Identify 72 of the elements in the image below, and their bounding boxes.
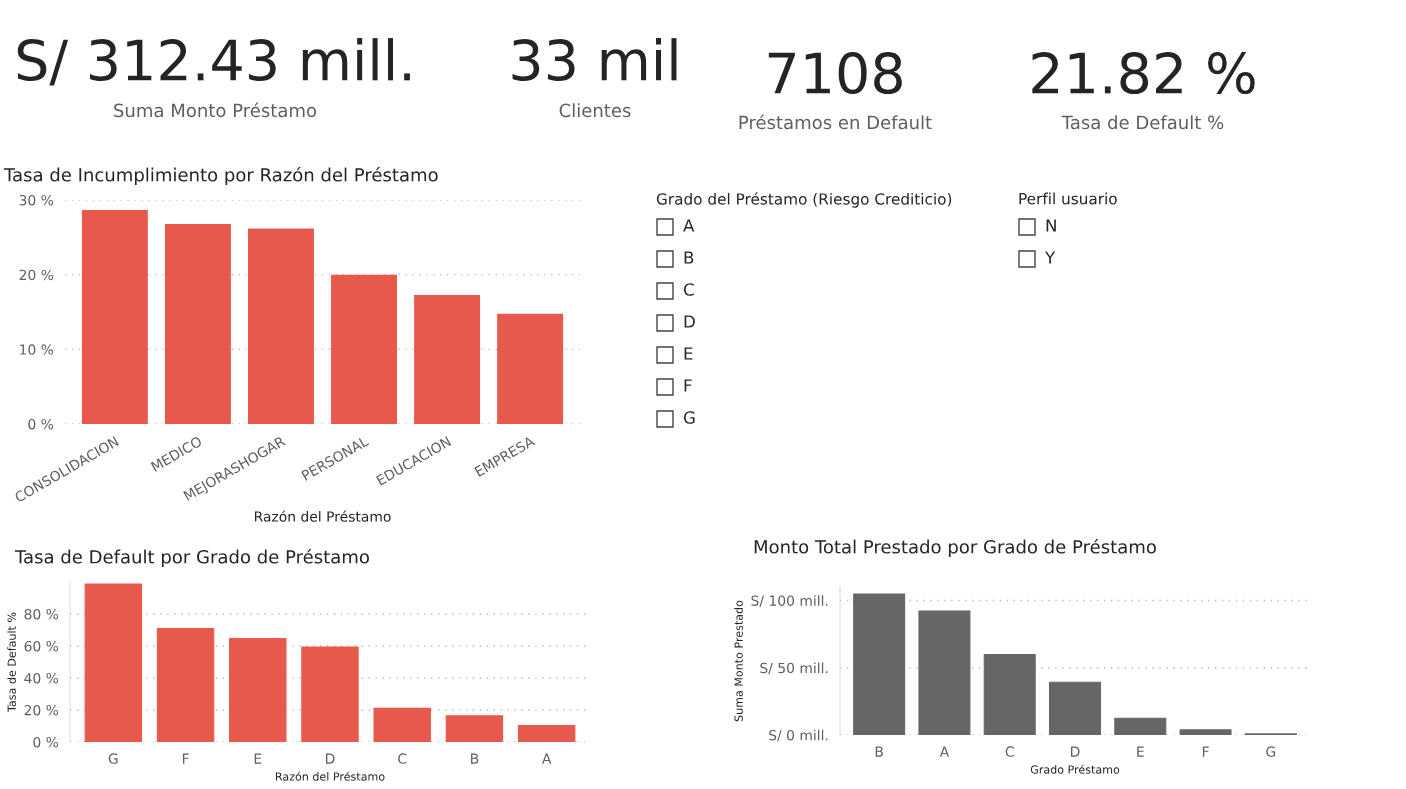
chart-title: Tasa de Incumplimiento por Razón del Préstamo bbox=[3, 166, 438, 186]
chart-title: Monto Total Prestado por Grado de Préstamo bbox=[754, 538, 1156, 558]
text: A bbox=[683, 219, 695, 232]
y-tick-label: S/ 50 mill. bbox=[760, 662, 828, 675]
text: F bbox=[684, 379, 692, 392]
bar bbox=[84, 583, 143, 742]
y-tick-label: 80 % bbox=[24, 608, 59, 620]
bar bbox=[918, 610, 971, 735]
bar bbox=[853, 593, 906, 735]
text: Clientes bbox=[559, 103, 631, 118]
x-tick-label: C bbox=[398, 753, 407, 764]
text: Grado del Préstamo (Riesgo Crediticio) bbox=[656, 192, 952, 208]
text: D bbox=[684, 315, 695, 328]
bar bbox=[1048, 681, 1102, 735]
x-tick-label: G bbox=[1266, 746, 1276, 757]
text: 21.82 % bbox=[1032, 52, 1255, 95]
x-tick-label: E bbox=[1137, 746, 1144, 757]
text: C bbox=[683, 283, 694, 296]
bar bbox=[497, 313, 564, 424]
y-tick-label: 40 % bbox=[24, 672, 59, 684]
x-tick-label: E bbox=[254, 753, 262, 764]
x-axis-title: Grado Préstamo bbox=[1030, 764, 1120, 774]
text: 33 mil bbox=[512, 38, 677, 82]
y-tick-label: 0 % bbox=[28, 418, 54, 430]
bar bbox=[983, 654, 1036, 735]
x-tick-label: F bbox=[1202, 746, 1209, 757]
bar bbox=[1179, 729, 1232, 735]
y-tick-label: 20 % bbox=[24, 704, 59, 716]
bar bbox=[301, 646, 359, 742]
x-tick-label: B bbox=[875, 746, 883, 757]
y-tick-label: 20 % bbox=[19, 269, 54, 281]
text: 7108 bbox=[768, 52, 902, 95]
text: E bbox=[684, 347, 693, 360]
y-tick-label: 60 % bbox=[24, 640, 59, 652]
x-tick-label: A bbox=[542, 753, 552, 764]
y-axis-title: Tasa de Default % bbox=[7, 612, 16, 713]
text: Tasa de Default % bbox=[1061, 115, 1224, 130]
x-axis-title: Razón del Préstamo bbox=[254, 510, 391, 522]
x-tick-label: A bbox=[939, 746, 950, 757]
bar bbox=[1114, 717, 1167, 735]
y-axis-title: Suma Monto Prestado bbox=[734, 600, 743, 722]
y-tick-label: 30 % bbox=[19, 194, 54, 206]
bar bbox=[414, 295, 481, 424]
y-tick-label: S/ 0 mill. bbox=[769, 729, 828, 742]
x-tick-label: C bbox=[1005, 746, 1014, 757]
bar bbox=[164, 224, 231, 424]
x-tick-label: D bbox=[1071, 746, 1080, 757]
bar bbox=[229, 637, 287, 742]
x-tick-label: G bbox=[108, 753, 118, 764]
text: S/ 312.43 mill. bbox=[17, 38, 410, 86]
bar bbox=[81, 209, 148, 424]
bar bbox=[331, 274, 397, 424]
text: Préstamos en Default bbox=[739, 114, 932, 130]
text: G bbox=[683, 411, 695, 424]
text: B bbox=[684, 251, 694, 264]
text: Perfil usuario bbox=[1019, 192, 1117, 205]
chart-title: Tasa de Default por Grado de Préstamo bbox=[14, 548, 369, 568]
bar bbox=[248, 228, 314, 424]
bar bbox=[445, 715, 504, 742]
x-axis-title: Razón del Préstamo bbox=[275, 771, 385, 781]
text: Y bbox=[1044, 251, 1056, 264]
x-tick-label: F bbox=[182, 753, 189, 764]
x-tick-label: D bbox=[326, 753, 335, 764]
y-tick-label: 0 % bbox=[33, 736, 59, 748]
bar bbox=[373, 707, 431, 742]
x-tick-label: B bbox=[471, 753, 479, 764]
y-tick-label: S/ 100 mill. bbox=[751, 595, 828, 608]
y-tick-label: 10 % bbox=[20, 344, 54, 355]
bar bbox=[156, 628, 215, 742]
bar bbox=[517, 724, 576, 742]
text: N bbox=[1046, 219, 1056, 232]
text: Suma Monto Préstamo bbox=[114, 102, 317, 118]
